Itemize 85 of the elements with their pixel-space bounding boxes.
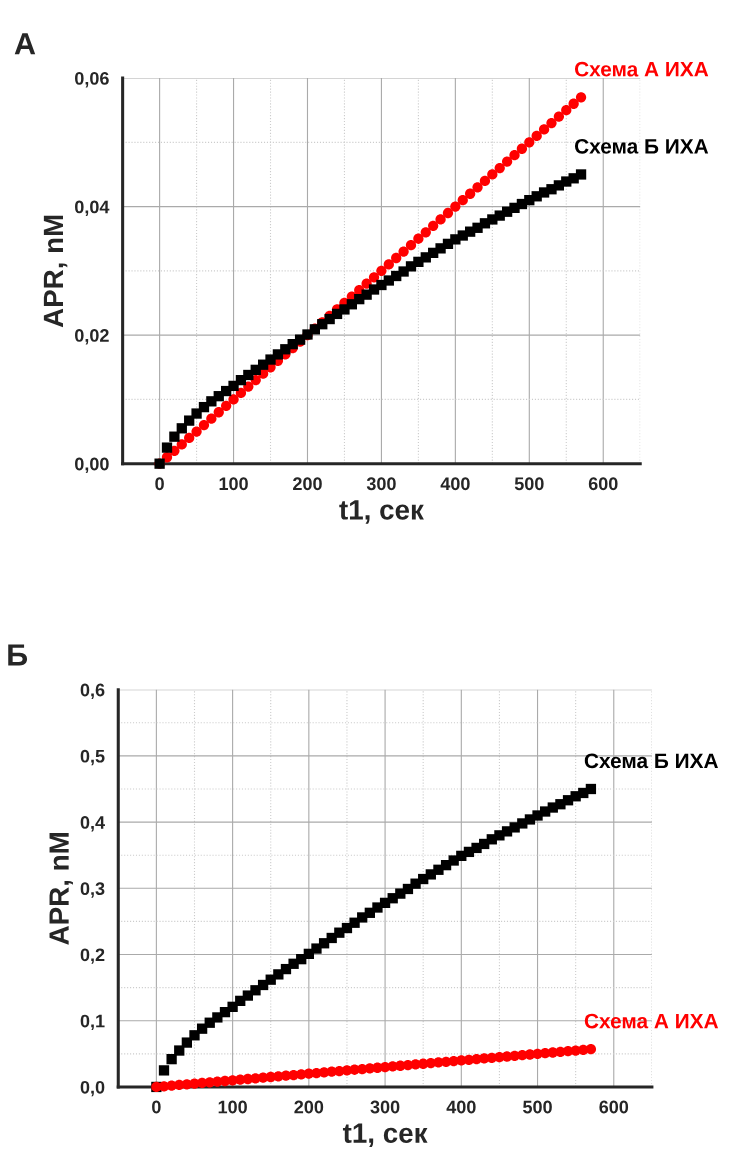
point	[228, 394, 239, 405]
point	[538, 124, 550, 135]
y-tick-label: 0,00	[75, 457, 109, 474]
x-axis-title: t1, сек	[342, 1123, 428, 1147]
point	[161, 442, 173, 453]
point	[561, 105, 572, 116]
x-tick-label: 100	[219, 477, 248, 491]
point	[169, 431, 180, 442]
point	[376, 265, 387, 277]
point	[250, 374, 261, 386]
point	[189, 1030, 200, 1041]
y-axis-title: APR, nM	[49, 833, 73, 945]
x-tick-label: 500	[514, 477, 544, 491]
x-tick-label: 300	[370, 1100, 400, 1114]
x-tick-label: 300	[366, 477, 396, 491]
series-label: Схема А ИХА	[584, 1013, 719, 1029]
point	[465, 188, 476, 199]
point	[383, 259, 394, 270]
point	[575, 169, 587, 180]
x-tick-label: 400	[446, 1100, 476, 1114]
point	[585, 783, 597, 795]
point	[206, 413, 217, 424]
point	[585, 1044, 597, 1055]
x-tick-label: 600	[588, 477, 618, 491]
y-tick-label: 0,6	[80, 683, 105, 700]
point	[487, 169, 498, 180]
point	[428, 220, 439, 232]
chart-title: А	[14, 33, 36, 55]
point	[531, 130, 542, 142]
point	[546, 117, 557, 129]
point	[181, 1037, 193, 1048]
y-tick-label: 0,2	[80, 948, 105, 964]
point	[479, 175, 491, 187]
y-tick-label: 0,3	[80, 882, 105, 898]
y-axis-title: APR, nM	[43, 215, 68, 328]
point	[368, 272, 380, 283]
x-tick-label: 400	[440, 477, 470, 491]
point	[575, 92, 587, 103]
y-tick-label: 0,0	[80, 1080, 105, 1097]
chart-title: Б	[8, 644, 28, 666]
y-tick-label: 0,5	[80, 749, 105, 766]
point	[166, 1053, 177, 1065]
point	[501, 156, 513, 167]
point	[494, 162, 505, 174]
x-tick-label: 200	[293, 477, 322, 491]
point	[191, 408, 202, 419]
point	[184, 432, 195, 444]
series-label: Схема Б ИХА	[584, 753, 718, 769]
series-label: Схема Б ИХА	[574, 138, 709, 154]
point	[174, 1045, 185, 1056]
point	[442, 207, 454, 219]
y-tick-label: 0,02	[75, 329, 109, 345]
point	[553, 111, 565, 122]
point	[420, 227, 431, 238]
point	[213, 407, 224, 418]
x-tick-label: 0	[152, 1100, 161, 1114]
y-tick-label: 0,1	[80, 1014, 105, 1031]
point	[398, 246, 409, 257]
point	[457, 195, 468, 206]
point	[405, 240, 417, 251]
point	[516, 143, 528, 154]
point	[221, 400, 232, 411]
point	[158, 1065, 170, 1076]
y-tick-label: 0,06	[75, 71, 109, 88]
point	[176, 439, 187, 450]
x-tick-label: 100	[218, 1100, 247, 1114]
y-tick-label: 0,04	[75, 200, 110, 216]
x-tick-label: 0	[155, 477, 164, 491]
point	[450, 201, 461, 212]
point	[391, 252, 402, 264]
point	[413, 233, 424, 244]
y-tick-label: 0,4	[80, 816, 105, 832]
point	[435, 214, 446, 225]
x-tick-label: 500	[523, 1100, 552, 1114]
point	[191, 426, 202, 437]
x-tick-label: 200	[294, 1100, 324, 1114]
point	[472, 182, 483, 193]
point	[198, 419, 210, 431]
x-axis-title: t1, сек	[339, 500, 424, 524]
series-label: Схема А ИХА	[574, 61, 709, 77]
point	[509, 150, 520, 161]
point	[235, 387, 247, 399]
point	[568, 98, 579, 109]
x-tick-label: 600	[599, 1100, 629, 1114]
point	[524, 137, 535, 148]
